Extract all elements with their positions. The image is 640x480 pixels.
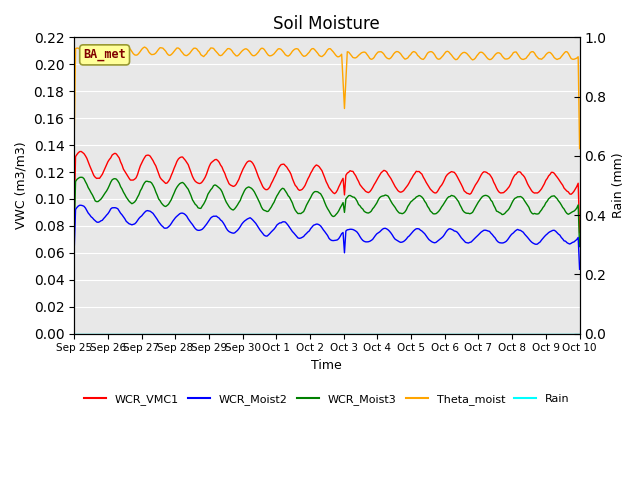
Y-axis label: Rain (mm): Rain (mm) [612, 153, 625, 218]
Text: BA_met: BA_met [83, 48, 126, 61]
Title: Soil Moisture: Soil Moisture [273, 15, 380, 33]
Legend: WCR_VMC1, WCR_Moist2, WCR_Moist3, Theta_moist, Rain: WCR_VMC1, WCR_Moist2, WCR_Moist3, Theta_… [79, 390, 574, 409]
X-axis label: Time: Time [312, 359, 342, 372]
Y-axis label: VWC (m3/m3): VWC (m3/m3) [15, 142, 28, 229]
